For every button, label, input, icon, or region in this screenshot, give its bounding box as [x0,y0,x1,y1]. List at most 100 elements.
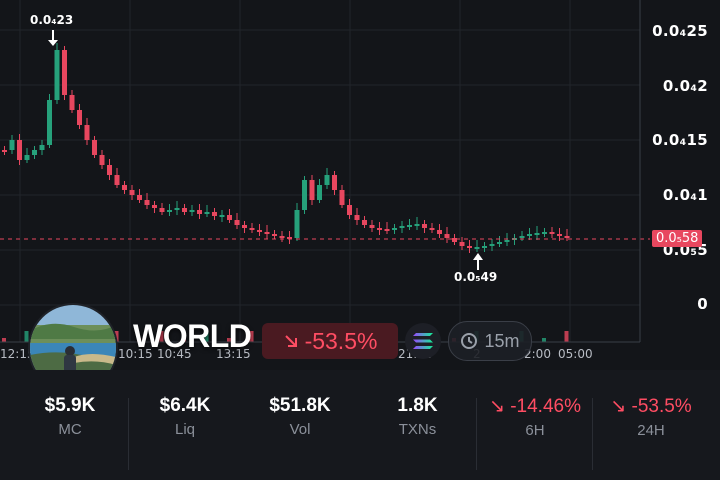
candle [234,220,240,225]
low-price-annotation: 0.0₅49 [454,270,498,284]
candle [384,229,390,231]
candle [519,236,525,238]
candle [444,234,450,238]
stat-label: Vol [289,421,311,438]
candle [144,200,150,205]
candle [152,205,157,208]
stat-label: TXNs [398,421,437,438]
candle [459,242,465,246]
candle [2,150,7,152]
candle [182,208,187,212]
divider [128,398,129,470]
volume-bar [2,338,6,342]
x-tick: 10:45 [157,347,192,361]
candle [272,234,277,236]
candle [369,225,375,228]
stat-6h: ↘ -14.46% 6H [480,395,590,439]
clock-icon [461,333,478,349]
candle [399,226,405,228]
candle [17,140,22,160]
candle [309,180,315,200]
candle [62,50,67,95]
y-tick: 0.0₄25 [652,22,708,40]
candle [429,228,435,230]
candle [9,140,15,150]
divider [592,398,593,470]
stat-mc: $5.9K MC [30,395,110,438]
arrow-down-right-icon: ↘ [610,396,627,417]
candle [159,208,165,212]
stat-value: 1.8K [397,395,438,416]
candle [212,212,217,216]
volume-bar [24,331,29,342]
candle [294,210,300,238]
stat-label: 24H [637,422,665,439]
candle [422,224,427,228]
candle [377,228,382,230]
candle [467,246,472,248]
candle [189,210,195,212]
candle [174,208,180,210]
candle [392,228,397,230]
x-tick: 13:15 [216,347,251,361]
candle [564,236,570,238]
candle [32,150,37,155]
divider [476,398,477,470]
candle [324,175,330,185]
candle [549,232,555,234]
candle [242,225,247,228]
candle [542,232,547,234]
stat-value: ↘ -14.46% [480,395,590,418]
y-tick: 0.0₄15 [652,131,708,149]
stat-value: $51.8K [269,395,331,416]
stat-label: 6H [525,422,545,439]
candle [414,224,420,226]
candle [77,110,82,125]
price-change-value: -53.5% [304,327,378,354]
volume-bar [227,338,231,342]
timeframe-label: 15m [484,330,520,351]
candle [279,236,285,238]
timeframe-selector[interactable]: 15m [448,321,532,361]
candle [557,234,562,236]
candle [227,215,232,220]
volume-bar [204,331,209,342]
y-tick: 0.0₄1 [662,186,708,204]
candle [504,240,510,242]
candle [489,244,495,246]
candle [107,165,112,175]
chart-grid [0,0,640,342]
arrow-down-right-icon [284,335,297,347]
candle [197,210,202,214]
current-price-label: 0.0₅58 [652,230,703,247]
volume-bar [159,331,164,342]
candle [474,247,480,249]
candle [167,210,172,212]
candle [204,212,210,214]
high-arrow-icon [48,30,58,46]
stat-value-text: -14.46% [510,396,581,417]
y-tick: 0 [697,295,708,313]
candle [354,215,360,220]
stat-liq: $6.4K Liq [145,395,225,438]
candle [534,233,540,235]
candle [39,145,45,150]
high-price-annotation: 0.0₄23 [30,13,74,27]
volume-bar [182,338,186,342]
candle [69,95,75,110]
candles [2,43,570,253]
candle [54,50,60,100]
stat-value: ↘ -53.5% [596,395,706,418]
candle [339,190,345,205]
candle [497,242,502,244]
candle [84,125,90,140]
volume-bar [564,331,569,342]
candle [362,220,367,225]
candle [249,228,255,230]
candle [114,175,120,185]
candle [257,230,262,232]
candle [302,180,307,210]
candle [24,155,30,160]
price-chart[interactable] [0,0,720,370]
volume-bar [137,338,141,342]
